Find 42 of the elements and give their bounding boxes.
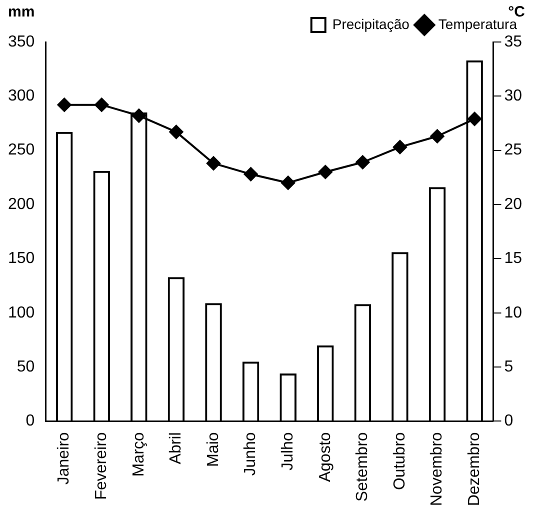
point [244, 167, 258, 182]
y-tick-label: 50 [16, 358, 35, 376]
y-tick-label: 350 [8, 33, 35, 50]
x-tick-label: Fevereiro [93, 432, 110, 500]
x-tick-label: Setembro [354, 432, 372, 502]
y2-tick-label: 10 [504, 304, 522, 322]
y-tick-label: 300 [8, 88, 35, 105]
x-tick-label: Novembro [428, 432, 446, 506]
point [318, 165, 332, 180]
x-tick-label: Julho [280, 432, 296, 470]
point [57, 98, 72, 112]
x-tick-label: Outubro [391, 432, 408, 490]
point [206, 156, 221, 170]
y-tick-label: 250 [8, 142, 35, 159]
x-tick-label: Abril [168, 432, 185, 464]
y2-tick-label: 25 [504, 142, 522, 159]
y-tick-label: 150 [8, 250, 35, 268]
y-tick-label: 200 [8, 196, 35, 213]
x-tick-label: Dezembro [466, 432, 483, 506]
x-tick-label: Maio [204, 432, 222, 467]
y-axis-title: mm [8, 4, 35, 21]
point [132, 108, 146, 123]
y2-tick-label: 35 [504, 33, 522, 50]
point [94, 98, 109, 112]
legend-label: Precipitação [332, 16, 410, 32]
x-tick-label: Março [130, 432, 148, 477]
point [430, 129, 444, 144]
y-tick-label: 0 [26, 412, 35, 430]
x-tick-label: Janeiro [56, 432, 73, 485]
y-tick-label: 100 [8, 304, 35, 322]
y2-tick-label: 15 [504, 250, 522, 268]
x-tick-label: Agosto [316, 432, 334, 482]
y2-tick-label: 5 [504, 358, 514, 376]
y2-tick-label: 0 [504, 412, 514, 430]
point [356, 155, 370, 170]
point [281, 176, 296, 190]
point [169, 124, 184, 139]
y2-tick-label: 30 [504, 88, 522, 105]
point [392, 140, 407, 154]
x-tick-label: Junho [242, 432, 260, 476]
point [468, 112, 482, 126]
y2-tick-label: 20 [504, 196, 522, 213]
